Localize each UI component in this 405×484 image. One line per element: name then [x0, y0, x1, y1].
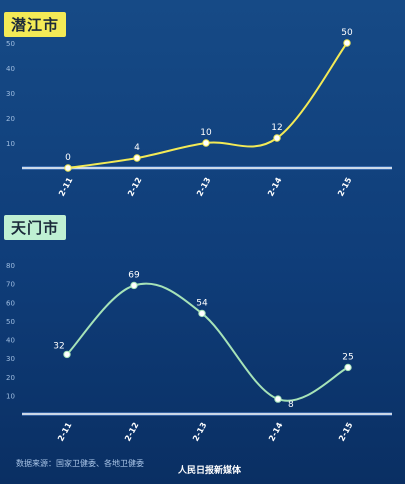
data-point — [198, 309, 206, 318]
y-tick-label: 70 — [6, 281, 15, 289]
x-tick-label: 2-13 — [191, 421, 208, 443]
data-point — [274, 395, 282, 403]
brand-logo: 人民日报新媒体 — [178, 466, 242, 476]
y-tick-label: 50 — [6, 40, 15, 48]
y-tick-label: 20 — [6, 374, 15, 382]
data-label: 10 — [200, 128, 212, 138]
data-label: 4 — [134, 143, 140, 153]
y-tick-label: 20 — [6, 115, 15, 123]
x-tick-label: 2-14 — [267, 420, 285, 442]
x-tick-label: 2-12 — [123, 421, 140, 443]
data-label: 0 — [65, 153, 71, 163]
x-tick-label: 2-11 — [56, 420, 74, 442]
y-tick-label: 80 — [6, 262, 15, 270]
y-tick-label: 50 — [6, 318, 15, 326]
data-label: 50 — [341, 28, 353, 38]
data-point — [63, 350, 71, 359]
y-tick-label: 30 — [6, 90, 15, 98]
chart-title-tianmen: 天门市 — [4, 215, 67, 240]
data-point — [344, 363, 352, 372]
y-tick-label: 10 — [6, 392, 15, 400]
data-label: 8 — [288, 400, 294, 410]
data-label: 69 — [128, 270, 140, 280]
data-label: 12 — [271, 123, 282, 133]
data-label: 25 — [342, 352, 353, 362]
data-label: 32 — [53, 341, 64, 351]
y-tick-label: 60 — [6, 299, 15, 307]
y-tick-label: 40 — [6, 65, 15, 73]
series-line — [67, 42, 348, 169]
y-tick-label: 10 — [6, 140, 15, 148]
y-tick-label: 40 — [6, 337, 15, 345]
data-point — [202, 139, 210, 147]
data-label: 54 — [196, 298, 208, 308]
data-point — [273, 134, 281, 142]
data-source-note: 数据来源：国家卫健委、各地卫健委 — [16, 459, 144, 468]
data-point — [133, 154, 141, 162]
y-tick-label: 30 — [6, 355, 15, 363]
data-point — [64, 164, 72, 172]
chart-title-qianjiang: 潜江市 — [4, 12, 67, 37]
x-tick-label: 2-15 — [337, 420, 355, 442]
data-point — [130, 281, 138, 290]
data-point — [343, 39, 351, 47]
